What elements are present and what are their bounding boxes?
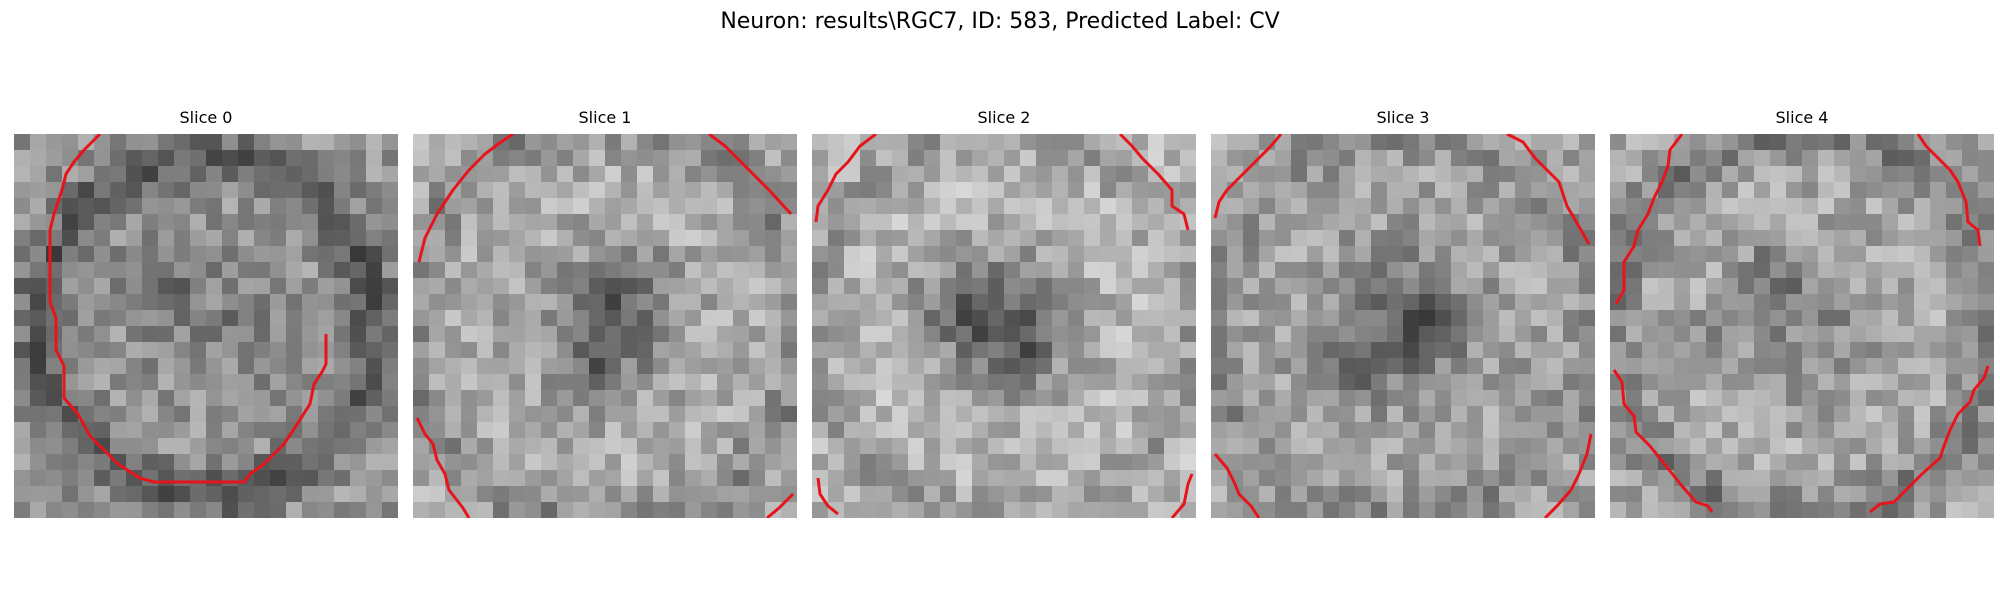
figure-title: Neuron: results\RGC7, ID: 583, Predicted…: [0, 8, 2000, 36]
slice-panel-1: Slice 1: [413, 108, 797, 518]
slice-panel-3: Slice 3: [1211, 108, 1595, 518]
slice-panel-4: Slice 4: [1610, 108, 1994, 518]
slice-image-1: [413, 134, 797, 518]
slice-panel-0: Slice 0: [14, 108, 398, 518]
grayscale-pixel-grid: [14, 134, 398, 518]
grayscale-pixel-grid: [413, 134, 797, 518]
slice-image-2: [812, 134, 1196, 518]
grayscale-pixel-grid: [812, 134, 1196, 518]
slice-title: Slice 4: [1610, 108, 1994, 128]
slice-image-3: [1211, 134, 1595, 518]
slice-title: Slice 0: [14, 108, 398, 128]
slice-image-0: [14, 134, 398, 518]
slice-image-4: [1610, 134, 1994, 518]
slice-title: Slice 2: [812, 108, 1196, 128]
grayscale-pixel-grid: [1211, 134, 1595, 518]
slice-title: Slice 3: [1211, 108, 1595, 128]
slice-title: Slice 1: [413, 108, 797, 128]
slice-panel-2: Slice 2: [812, 108, 1196, 518]
